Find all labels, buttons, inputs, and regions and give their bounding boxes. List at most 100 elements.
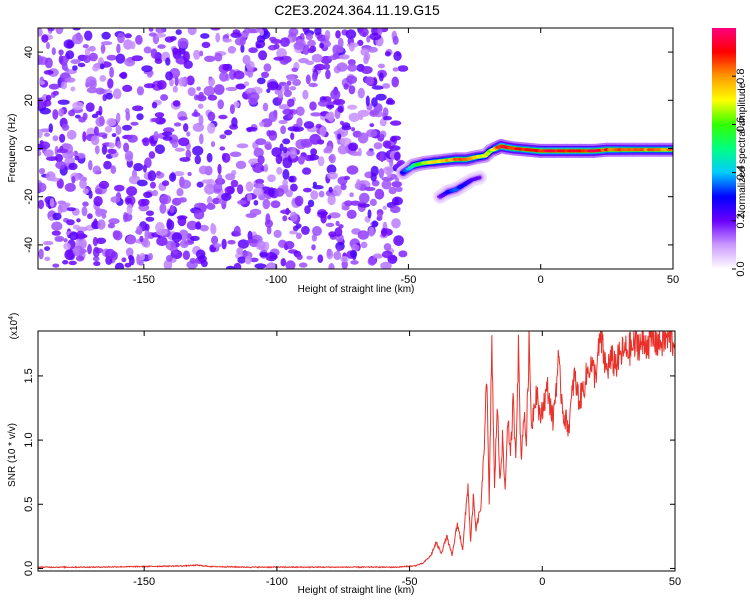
- noise-blob: [348, 85, 356, 95]
- noise-blob: [328, 212, 341, 219]
- noise-blob: [72, 28, 81, 31]
- noise-blob: [381, 179, 392, 190]
- noise-blob: [108, 142, 115, 149]
- noise-blob: [142, 137, 150, 147]
- noise-blob: [330, 89, 341, 100]
- noise-blob: [119, 72, 127, 79]
- noise-blob: [364, 186, 376, 192]
- noise-blob: [116, 140, 122, 149]
- noise-blob: [211, 235, 219, 245]
- noise-blob: [371, 85, 384, 90]
- noise-blob: [199, 224, 209, 232]
- noise-blob: [150, 48, 158, 59]
- noise-blob: [126, 234, 137, 245]
- noise-blob: [43, 240, 54, 246]
- noise-blob: [308, 82, 318, 88]
- noise-blob: [393, 235, 404, 247]
- noise-blob: [55, 28, 64, 35]
- noise-blob: [101, 31, 111, 40]
- noise-blob: [325, 112, 334, 120]
- noise-blob: [139, 252, 145, 261]
- noise-blob: [391, 196, 403, 206]
- noise-blob: [48, 83, 60, 90]
- noise-blob: [351, 127, 356, 132]
- noise-blob: [365, 76, 374, 86]
- noise-blob: [172, 85, 178, 93]
- noise-blob: [298, 262, 308, 268]
- noise-blob: [300, 138, 313, 148]
- noise-blob: [59, 145, 64, 152]
- noise-blob: [261, 71, 269, 79]
- noise-blob: [144, 223, 150, 231]
- noise-blob: [136, 179, 148, 187]
- noise-blob: [338, 54, 350, 60]
- noise-blob: [369, 198, 377, 206]
- noise-blob: [183, 51, 190, 62]
- noise-blob: [207, 122, 216, 134]
- noise-blob: [207, 94, 218, 101]
- noise-blob: [280, 125, 286, 135]
- noise-blob: [326, 248, 334, 260]
- noise-blob: [159, 203, 167, 214]
- noise-blob: [319, 42, 324, 49]
- noise-blob: [101, 213, 107, 219]
- noise-blob: [227, 46, 237, 54]
- noise-blob: [77, 62, 86, 68]
- noise-blob: [78, 116, 86, 123]
- noise-blob: [43, 70, 54, 75]
- noise-blob: [324, 30, 331, 41]
- noise-blob: [165, 240, 176, 251]
- noise-blob: [87, 244, 92, 255]
- noise-blob: [326, 104, 335, 109]
- noise-blob: [374, 188, 385, 200]
- noise-blob: [38, 199, 45, 210]
- noise-blob: [317, 100, 329, 107]
- noise-blob: [390, 205, 401, 214]
- noise-blob: [52, 135, 59, 142]
- noise-blob: [263, 63, 272, 72]
- noise-blob: [175, 197, 187, 203]
- noise-blob: [206, 152, 213, 163]
- noise-blob: [196, 181, 204, 188]
- noise-blob: [136, 225, 143, 235]
- noise-blob: [124, 262, 132, 268]
- noise-blob: [145, 216, 155, 222]
- noise-blob: [61, 123, 70, 131]
- noise-blob: [148, 28, 154, 32]
- noise-blob: [44, 256, 51, 261]
- noise-blob: [289, 211, 298, 222]
- noise-blob: [369, 32, 382, 41]
- noise-blob: [222, 64, 230, 71]
- noise-blob: [294, 195, 304, 207]
- noise-blob: [227, 239, 236, 245]
- noise-blob: [388, 186, 397, 195]
- snr-panel: -150 -100 -50 0 50 0.0 0.5 1.0 1.5 Height of str…: [7, 313, 681, 596]
- noise-blob: [357, 147, 362, 157]
- noise-blob: [50, 177, 60, 182]
- noise-blob: [398, 250, 408, 258]
- noise-blob: [286, 74, 296, 82]
- noise-blob: [39, 128, 52, 133]
- noise-blob: [337, 144, 349, 155]
- noise-blob: [187, 87, 196, 97]
- noise-blob: [266, 225, 272, 235]
- noise-blob: [154, 112, 165, 118]
- noise-blob: [204, 183, 216, 195]
- noise-blob: [157, 44, 166, 49]
- noise-blob: [366, 129, 378, 138]
- spectrogram-panel: -150 -100 -50 0 50 -40 -20 0 20 40 Height of stra…: [7, 27, 679, 295]
- noise-blob: [166, 219, 175, 231]
- spectrogram-x-tick-label: 0: [538, 274, 544, 286]
- noise-blob: [360, 241, 368, 249]
- noise-blob: [276, 167, 283, 175]
- noise-blob: [258, 50, 268, 61]
- noise-blob: [287, 126, 299, 132]
- noise-blob: [186, 220, 198, 231]
- noise-blob: [64, 182, 76, 192]
- noise-blob: [38, 54, 44, 66]
- noise-blob: [292, 79, 301, 86]
- noise-blob: [82, 188, 89, 195]
- noise-blob: [106, 118, 117, 127]
- noise-blob: [85, 102, 95, 112]
- noise-blob: [328, 153, 336, 164]
